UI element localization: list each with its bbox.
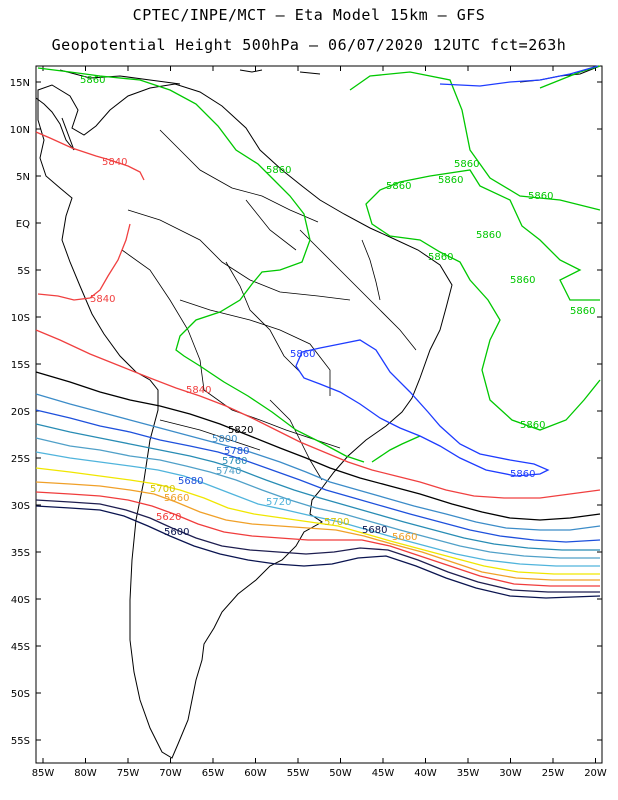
latitude-label: 25S (11, 454, 30, 465)
chart-title: CPTEC/INPE/MCT – Eta Model 15km – GFS (132, 6, 486, 24)
caribbean-coastline (59, 69, 181, 85)
contour-labels: 5860 5860 5860 5860 5860 5860 5860 5860 … (80, 75, 595, 543)
longitude-label: 55W (287, 768, 310, 779)
contour-label: 5860 (570, 306, 595, 317)
contour-lines (35, 65, 601, 599)
contour-label: 5840 (102, 157, 127, 168)
contour-5860-green-caribbean (539, 65, 601, 89)
contour-label: 5780 (224, 446, 249, 457)
map-frame (35, 65, 603, 764)
longitude-label: 40W (414, 768, 437, 779)
contour-label: 5860 (454, 159, 479, 170)
contour-5860-green-east (371, 435, 421, 463)
longitude-label: 20W (584, 768, 607, 779)
longitude-label: 70W (159, 768, 182, 779)
contour-label: 5760 (222, 456, 247, 467)
contour-label: 5700 (324, 517, 349, 528)
contour-label: 5800 (212, 434, 237, 445)
contour-5760 (35, 423, 600, 551)
latitude-labels: 15N 10N 5N EQ 5S 10S 15S 20S 25S 30S 35S 40S 45S 50S 5… (10, 78, 30, 747)
longitude-label: 80W (74, 768, 97, 779)
longitude-label: 35W (457, 768, 480, 779)
contour-label: 5620 (156, 512, 181, 523)
contour-label: 5860 (438, 175, 463, 186)
central-america-coastline (35, 97, 75, 151)
contour-label: 5840 (186, 385, 211, 396)
contour-5860-blue (295, 339, 550, 477)
contour-label: 5660 (392, 532, 417, 543)
contour-5840-red-north (35, 131, 145, 181)
latitude-label: 30S (11, 501, 30, 512)
contour-label: 5820 (228, 425, 253, 436)
contour-5860-green-north (37, 67, 365, 463)
contour-5840-red-main (35, 329, 601, 499)
latitude-label: 50S (11, 689, 30, 700)
contour-label: 5860 (528, 191, 553, 202)
axis-ticks (36, 66, 602, 763)
latitude-label: 45S (11, 642, 30, 653)
latitude-label: 20S (11, 407, 30, 418)
contour-label: 5840 (90, 294, 115, 305)
contour-5860-green-atlantic (349, 71, 601, 431)
contour-label: 5740 (216, 466, 241, 477)
longitude-labels: 85W 80W 75W 70W 65W 60W 55W 50W 45W 40W 35W 30W 25W 2… (32, 768, 607, 779)
contour-label: 5860 (266, 165, 291, 176)
contour-label: 5860 (80, 75, 105, 86)
contour-label: 5600 (164, 527, 189, 538)
latitude-label: 35S (11, 548, 30, 559)
contour-label: 5860 (290, 349, 315, 360)
longitude-label: 45W (372, 768, 395, 779)
latitude-label: 5N (16, 172, 30, 183)
latitude-label: 40S (11, 595, 30, 606)
contour-label: 5660 (164, 493, 189, 504)
contour-label: 5860 (510, 275, 535, 286)
contour-label: 5860 (386, 181, 411, 192)
contour-label: 5680 (362, 525, 387, 536)
contour-label: 5680 (178, 476, 203, 487)
contour-5820-black (35, 371, 601, 521)
contour-5620 (35, 499, 600, 593)
contour-5840-red-west (37, 223, 131, 301)
contour-5660 (35, 491, 600, 587)
contour-label: 5860 (520, 420, 545, 431)
contour-5860-blue-north (439, 65, 599, 87)
longitude-label: 65W (202, 768, 225, 779)
contour-5800 (35, 393, 601, 531)
contour-5600 (35, 505, 601, 599)
contour-5780 (35, 409, 601, 543)
south-america-coastline (37, 83, 453, 759)
latitude-label: 15N (10, 78, 30, 89)
latitude-label: 5S (17, 266, 30, 277)
contour-5720 (35, 451, 600, 567)
longitude-label: 75W (117, 768, 140, 779)
contour-5680 (35, 481, 600, 581)
longitude-label: 30W (499, 768, 522, 779)
coastlines (35, 65, 601, 759)
longitude-label: 85W (32, 768, 55, 779)
contour-label: 5860 (510, 469, 535, 480)
contour-label: 5720 (266, 497, 291, 508)
latitude-label: 10S (11, 313, 30, 324)
latitude-label: EQ (16, 219, 30, 230)
contour-label: 5700 (150, 484, 175, 495)
latitude-label: 10N (10, 125, 30, 136)
contour-label: 5860 (476, 230, 501, 241)
contour-label: 5860 (428, 252, 453, 263)
contour-5700 (35, 467, 600, 575)
longitude-label: 50W (329, 768, 352, 779)
longitude-label: 60W (244, 768, 267, 779)
contour-5740 (35, 437, 600, 559)
latitude-label: 15S (11, 360, 30, 371)
longitude-label: 25W (542, 768, 565, 779)
latitude-label: 55S (11, 736, 30, 747)
chart-subtitle: Geopotential Height 500hPa – 06/07/2020 … (51, 36, 567, 54)
